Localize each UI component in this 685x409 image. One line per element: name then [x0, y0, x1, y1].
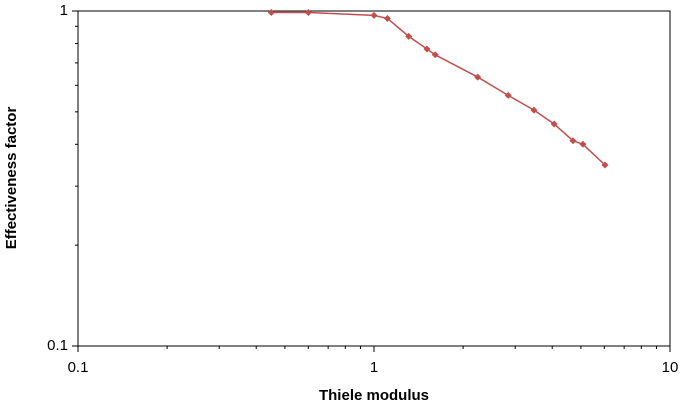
plot-frame — [77, 10, 671, 347]
x-tick-label: 10 — [662, 359, 679, 376]
marker — [431, 51, 439, 59]
y-tick-label: 0.1 — [47, 337, 68, 354]
marker — [569, 137, 577, 145]
marker — [601, 161, 609, 169]
x-axis-title: Thiele modulus — [319, 387, 429, 404]
y-tick-label: 1 — [60, 2, 68, 19]
marker — [579, 140, 587, 148]
y-axis-title: Effectiveness factor — [3, 107, 20, 250]
marker — [304, 8, 312, 16]
marker — [474, 73, 482, 81]
marker — [383, 14, 391, 22]
marker — [405, 32, 413, 40]
marker — [267, 8, 275, 16]
line — [271, 11, 606, 166]
marker — [550, 120, 558, 128]
marker — [530, 106, 538, 114]
x-tick-label: 1 — [370, 359, 378, 376]
x-tick-label: 0.1 — [68, 359, 89, 376]
marker — [423, 45, 431, 53]
marker — [504, 91, 512, 99]
marker — [370, 11, 378, 19]
